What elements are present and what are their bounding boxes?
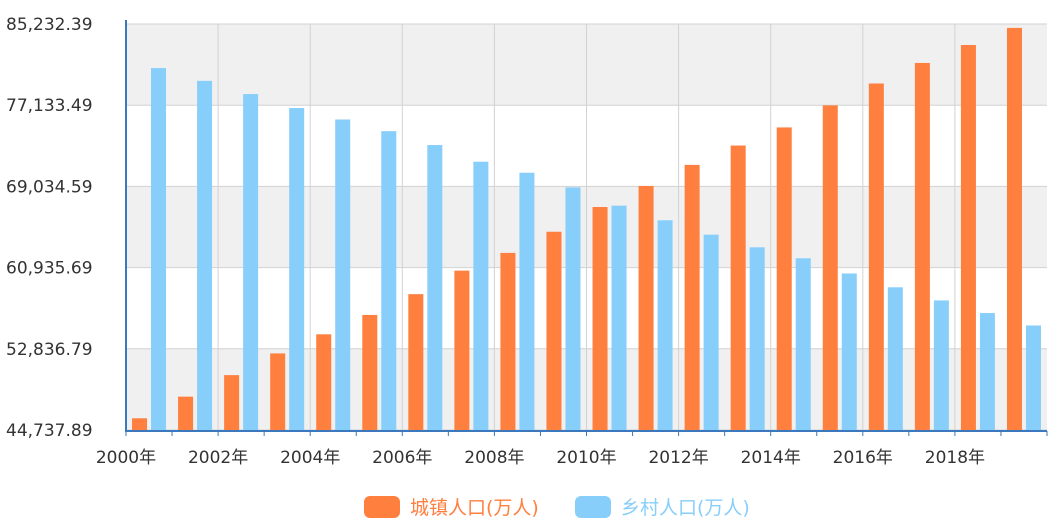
x-tick-label: 2008年 [464, 448, 524, 468]
bars [132, 27, 1041, 431]
bar-rural-2019年 [1025, 325, 1041, 430]
bar-rural-2000年 [151, 68, 167, 430]
x-tick-label: 2006年 [372, 448, 432, 468]
legend-item[interactable]: 乡村人口(万人) [575, 496, 750, 519]
bar-rural-2015年 [841, 273, 857, 430]
x-tick-label: 2004年 [280, 448, 340, 468]
bar-rural-2017年 [933, 300, 949, 430]
bar-urban-2019年 [1006, 27, 1022, 430]
bar-rural-2010年 [611, 205, 627, 430]
bar-urban-2003年 [270, 353, 286, 430]
y-tick-label: 77,133.49 [6, 96, 93, 116]
x-tick-label: 2002年 [188, 448, 248, 468]
bar-rural-2013年 [749, 247, 765, 430]
legend-swatch [575, 496, 611, 518]
bar-rural-2009年 [565, 187, 581, 430]
bar-urban-2006年 [408, 294, 424, 430]
bar-urban-2009年 [546, 231, 562, 430]
bar-rural-2018年 [979, 313, 995, 430]
bar-urban-2015年 [822, 105, 838, 430]
bar-urban-2011年 [638, 185, 654, 430]
legend-item[interactable]: 城镇人口(万人) [364, 496, 539, 519]
x-tick-label: 2014年 [741, 448, 801, 468]
bar-rural-2003年 [289, 108, 305, 430]
y-tick-label: 60,935.69 [6, 259, 93, 279]
legend-swatch [364, 496, 400, 518]
bar-rural-2011年 [657, 220, 673, 430]
bar-urban-2013年 [730, 145, 746, 430]
legend: 城镇人口(万人) 乡村人口(万人) [364, 496, 750, 519]
bar-urban-2010年 [592, 207, 608, 430]
bar-urban-2018年 [960, 45, 976, 431]
bar-rural-2014年 [795, 258, 811, 430]
bar-urban-2014年 [776, 127, 792, 430]
x-tick-label: 2016年 [833, 448, 893, 468]
bar-rural-2008年 [519, 172, 535, 431]
axes: 44,737.89 52,836.79 60,935.69 69,034.59 77,1… [6, 15, 1048, 468]
bar-urban-2017年 [914, 62, 930, 430]
x-tick-label: 2000年 [96, 448, 156, 468]
bar-urban-2007年 [454, 270, 470, 430]
legend-label: 城镇人口(万人) [410, 497, 539, 519]
y-tick-label: 69,034.59 [6, 177, 93, 197]
x-tick-label: 2012年 [648, 448, 708, 468]
bar-urban-2008年 [500, 252, 516, 430]
legend-label: 乡村人口(万人) [621, 497, 750, 519]
bar-rural-2002年 [243, 94, 259, 431]
bar-rural-2006年 [427, 145, 443, 430]
bar-rural-2005年 [381, 131, 397, 431]
x-tick-label: 2010年 [556, 448, 616, 468]
bar-urban-2002年 [224, 375, 240, 430]
bar-rural-2007年 [473, 161, 489, 430]
bar-rural-2012年 [703, 234, 719, 430]
bar-rural-2016年 [887, 287, 903, 430]
bar-urban-2005年 [362, 314, 378, 430]
bar-rural-2004年 [335, 119, 351, 430]
bar-urban-2012年 [684, 164, 700, 431]
bar-urban-2016年 [868, 83, 884, 430]
y-tick-label: 52,836.79 [6, 340, 93, 360]
bar-urban-2000年 [132, 418, 148, 430]
bar-urban-2004年 [316, 334, 332, 430]
bar-urban-2001年 [178, 396, 194, 430]
bar-rural-2001年 [197, 80, 213, 430]
y-tick-label: 85,232.39 [6, 15, 93, 35]
y-tick-label: 44,737.89 [6, 421, 93, 441]
grid [126, 23, 1047, 431]
x-tick-label: 2018年 [925, 448, 985, 468]
